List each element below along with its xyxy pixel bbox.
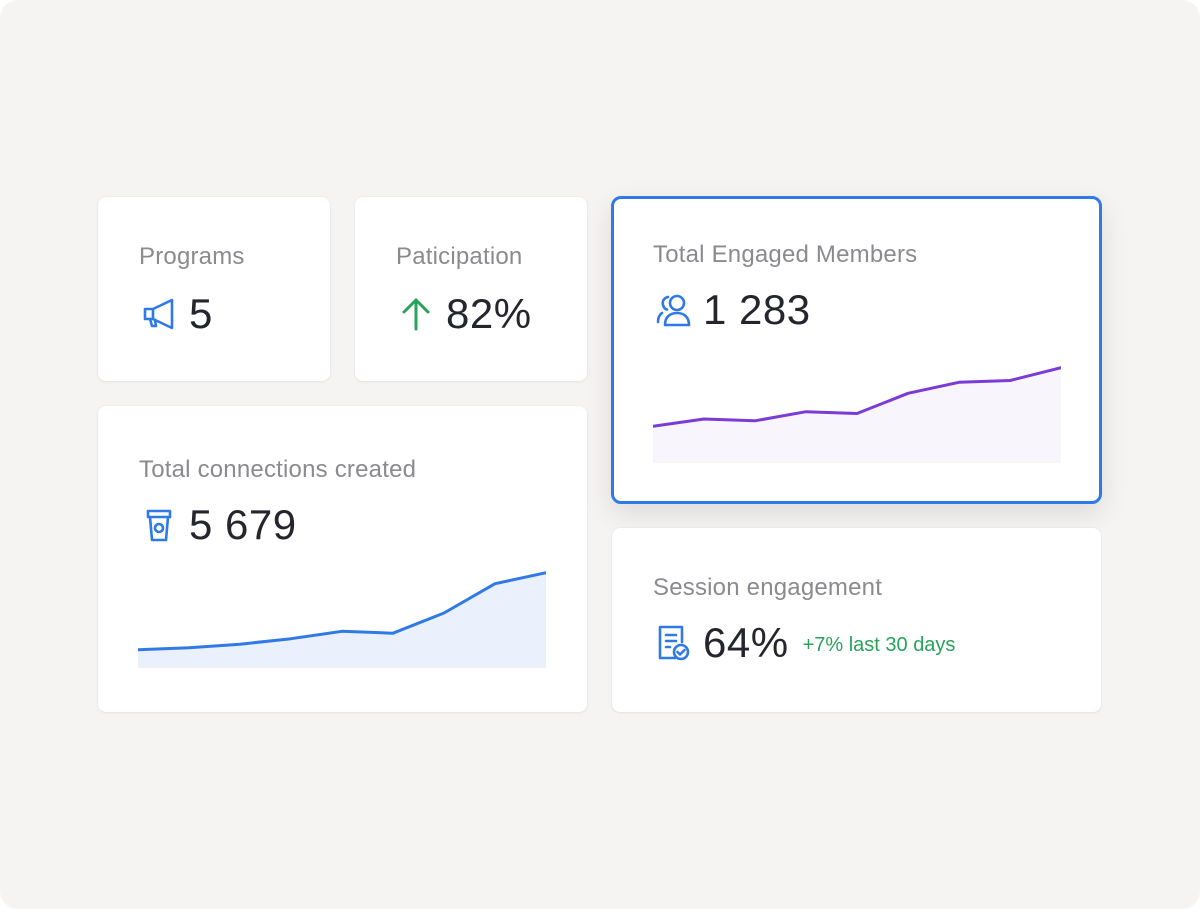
programs-card[interactable]: Programs 5 xyxy=(98,197,330,381)
connections-value: 5 679 xyxy=(189,501,297,548)
engaged-members-label: Total Engaged Members xyxy=(653,241,918,268)
programs-label: Programs xyxy=(139,243,245,270)
engaged-members-card[interactable]: Total Engaged Members 1 283 xyxy=(611,196,1102,504)
connections-chart xyxy=(138,571,546,668)
participation-label: Paticipation xyxy=(396,243,523,270)
session-engagement-label: Session engagement xyxy=(653,574,883,601)
connections-label: Total connections created xyxy=(139,456,417,483)
participation-value-row: 82% xyxy=(396,289,532,339)
users-icon xyxy=(655,290,695,330)
connections-card[interactable]: Total connections created 5 679 xyxy=(98,406,587,712)
engaged-members-chart xyxy=(653,366,1061,463)
connections-area xyxy=(138,572,546,668)
participation-value: 82% xyxy=(446,290,532,337)
arrow-up-icon xyxy=(396,294,436,334)
cup-icon xyxy=(139,505,179,545)
connections-line xyxy=(138,571,546,652)
engaged-members-value-row: 1 283 xyxy=(655,285,811,335)
engaged-members-value: 1 283 xyxy=(703,286,811,333)
connections-value-row: 5 679 xyxy=(139,500,297,550)
programs-value-row: 5 xyxy=(139,289,213,339)
session-engagement-delta: +7% last 30 days xyxy=(802,633,956,656)
engaged-members-area xyxy=(653,367,1061,463)
participation-card[interactable]: Paticipation 82% xyxy=(355,197,587,381)
document-check-icon xyxy=(653,623,693,663)
session-engagement-value-row: 64% +7% last 30 days xyxy=(653,618,955,668)
session-engagement-value: 64% xyxy=(703,619,789,666)
programs-value: 5 xyxy=(189,290,213,337)
megaphone-icon xyxy=(139,294,179,334)
engaged-members-line xyxy=(653,366,1061,428)
session-engagement-card[interactable]: Session engagement 64% +7% last 30 days xyxy=(612,528,1101,712)
